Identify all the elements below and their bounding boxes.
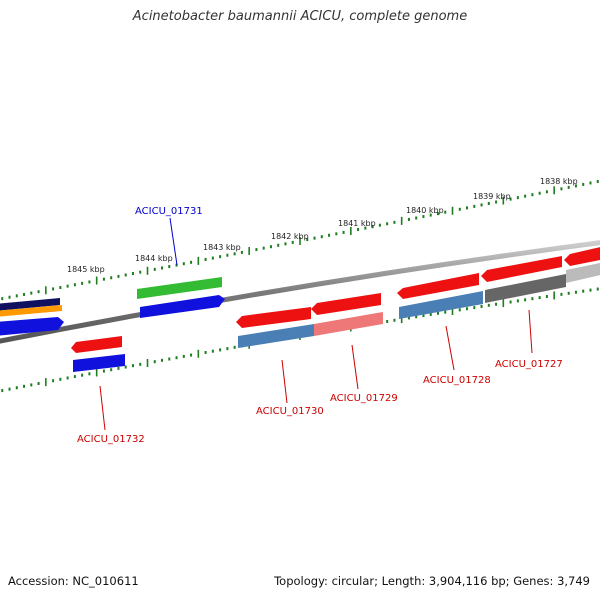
accession-text: Accession: NC_010611: [8, 574, 139, 588]
gene-orange-left[interactable]: [0, 305, 62, 317]
gene-row-lower: [0, 246, 600, 372]
gene-label-acicu-01727[interactable]: ACICU_01727: [495, 359, 563, 370]
figure-title: Acinetobacter baumannii ACICU, complete …: [132, 9, 468, 24]
gene-blue-acicu-01732[interactable]: [73, 354, 125, 372]
gene-red-acicu-01727[interactable]: [481, 256, 562, 282]
gene-label-acicu-01731[interactable]: ACICU_01731: [135, 206, 203, 217]
gene-blue-left[interactable]: [0, 317, 64, 336]
genome-backbone: [0, 240, 600, 344]
inner-scale-track: [1, 287, 599, 393]
scale-label-1842kbp: 1842 kbp: [271, 232, 309, 241]
gene-green-acicu-01731[interactable]: [137, 277, 222, 299]
scale-label-1839kbp: 1839 kbp: [473, 192, 511, 201]
gene-red-right[interactable]: [564, 246, 600, 266]
scale-label-1845kbp: 1845 kbp: [67, 265, 105, 274]
gene-label-acicu-01732[interactable]: ACICU_01732: [77, 434, 145, 445]
gene-navy-left[interactable]: [0, 298, 60, 311]
gene-red-acicu-01729[interactable]: [311, 293, 381, 315]
leader-acicu-01730: [281, 359, 288, 404]
scale-label-1838kbp: 1838 kbp: [540, 177, 578, 186]
outer-scale-track: [1, 179, 599, 301]
scale-label-1840kbp: 1840 kbp: [406, 206, 444, 215]
gene-label-acicu-01729[interactable]: ACICU_01729: [330, 393, 398, 404]
leader-acicu-01728: [445, 325, 455, 371]
leader-lines: [99, 217, 533, 431]
leader-acicu-01732: [99, 385, 106, 431]
gene-label-acicu-01728[interactable]: ACICU_01728: [423, 375, 491, 386]
gene-red-acicu-01732[interactable]: [71, 336, 122, 353]
genome-stats-text: Topology: circular; Length: 3,904,116 bp…: [274, 574, 590, 588]
gene-gray-acicu-01727[interactable]: [485, 274, 566, 303]
gene-row-upper: [0, 277, 225, 318]
gene-blue-acicu-01731[interactable]: [140, 295, 225, 318]
scale-label-1841kbp: 1841 kbp: [338, 219, 376, 228]
gene-steelblue-acicu-01730[interactable]: [238, 324, 314, 348]
scale-label-1844kbp: 1844 kbp: [135, 254, 173, 263]
scale-label-1843kbp: 1843 kbp: [203, 243, 241, 252]
gene-red-acicu-01730[interactable]: [236, 307, 311, 328]
leader-acicu-01731: [169, 217, 178, 266]
gene-red-acicu-01728[interactable]: [397, 273, 479, 299]
leader-acicu-01729: [351, 344, 359, 390]
gene-steelblue-acicu-01728[interactable]: [399, 291, 483, 319]
leader-acicu-01727: [528, 309, 533, 354]
gene-label-acicu-01730[interactable]: ACICU_01730: [256, 406, 324, 417]
gene-lightgray-right[interactable]: [566, 262, 600, 283]
gene-pink-acicu-01729[interactable]: [314, 312, 383, 336]
